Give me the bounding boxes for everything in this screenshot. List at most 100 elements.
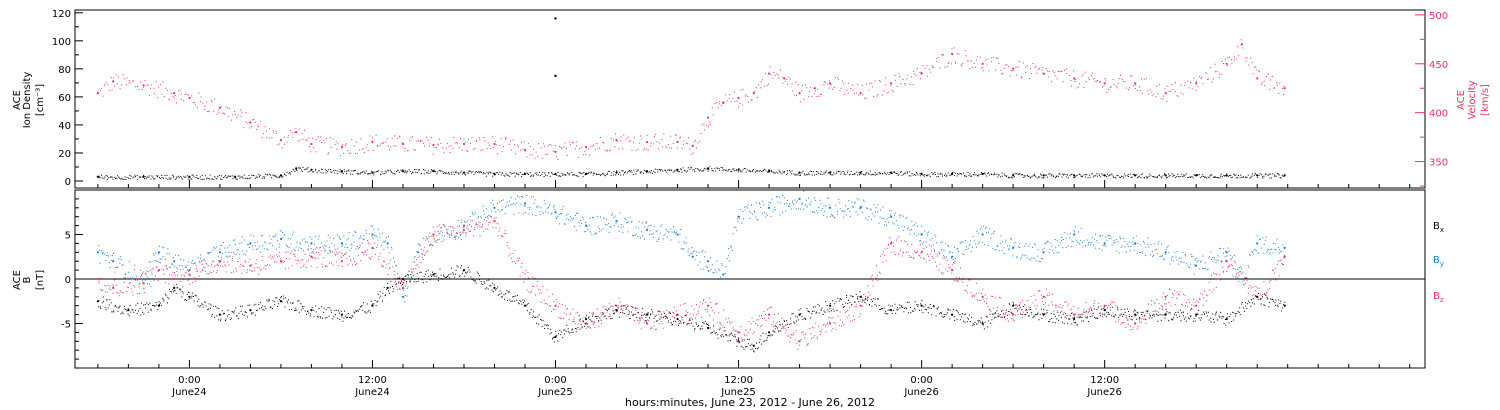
velocity-sample — [879, 80, 881, 82]
bz-sample — [179, 269, 181, 271]
velocity-sample — [788, 76, 790, 78]
density-point — [859, 171, 862, 174]
density-sample — [590, 171, 592, 173]
by-sample — [1245, 277, 1247, 279]
density-sample — [1243, 176, 1245, 178]
by-sample — [435, 235, 437, 237]
by-sample — [629, 217, 631, 219]
bz-sample — [342, 255, 344, 257]
bz-sample — [574, 323, 576, 325]
by-sample — [1265, 236, 1267, 238]
bz-sample — [1176, 291, 1178, 293]
bz-sample — [1035, 308, 1037, 310]
bz-sample — [189, 267, 191, 269]
bz-sample — [851, 319, 853, 321]
density-sample — [694, 170, 696, 172]
by-sample — [154, 260, 156, 262]
by-sample — [527, 207, 529, 209]
bz-sample — [699, 301, 701, 303]
density-sample — [1019, 173, 1021, 175]
by-sample — [293, 248, 295, 250]
by-sample — [927, 234, 929, 236]
bz-point — [401, 286, 405, 289]
by-sample — [258, 246, 260, 248]
density-sample — [637, 169, 639, 171]
density-sample — [641, 171, 643, 173]
by-sample — [1281, 251, 1283, 253]
by-sample — [848, 200, 850, 202]
velocity-sample — [1032, 63, 1034, 65]
bx-sample — [205, 305, 207, 307]
density-sample — [1008, 177, 1010, 179]
by-sample — [831, 214, 833, 216]
by-sample — [1126, 243, 1128, 245]
density-sample — [250, 177, 252, 179]
density-sample — [1053, 176, 1055, 178]
bz-sample — [211, 272, 213, 274]
density-sample — [1122, 175, 1124, 177]
density-sample — [206, 177, 208, 179]
density-sample — [928, 174, 930, 176]
by-sample — [707, 271, 709, 273]
bz-sample — [871, 274, 873, 276]
by-sample — [194, 262, 196, 264]
bz-point — [1073, 313, 1076, 316]
bz-sample — [1140, 318, 1142, 320]
bz-sample — [582, 320, 584, 322]
by-sample — [491, 210, 493, 212]
bz-sample — [905, 251, 907, 253]
velocity-point — [462, 142, 466, 146]
by-sample — [1077, 241, 1079, 243]
velocity-sample — [791, 83, 793, 85]
velocity-sample — [763, 85, 765, 87]
bx-sample — [178, 288, 180, 290]
velocity-sample — [789, 78, 791, 80]
density-sample — [633, 169, 635, 171]
bz-sample — [797, 340, 799, 342]
by-sample — [999, 242, 1001, 244]
by-sample — [624, 218, 626, 220]
velocity-point — [249, 121, 252, 124]
density-sample — [1180, 173, 1182, 175]
density-sample — [1082, 175, 1084, 177]
velocity-sample — [537, 143, 539, 145]
by-sample — [1058, 252, 1060, 254]
velocity-sample — [277, 144, 279, 146]
by-sample — [578, 222, 580, 224]
density-sample — [955, 172, 957, 174]
density-sample — [611, 172, 613, 174]
by-sample — [362, 239, 364, 241]
bz-sample — [786, 335, 788, 337]
density-sample — [474, 172, 476, 174]
by-sample — [1050, 242, 1052, 244]
by-sample — [625, 219, 627, 221]
velocity-sample — [263, 133, 265, 135]
density-sample — [299, 167, 301, 169]
bz-sample — [1266, 292, 1268, 294]
by-sample — [617, 225, 619, 227]
velocity-sample — [1253, 66, 1255, 68]
bx-sample — [177, 287, 179, 289]
density-sample — [689, 168, 691, 170]
by-sample — [531, 214, 533, 216]
bz-sample — [1099, 312, 1101, 314]
bz-sample — [432, 236, 434, 238]
velocity-sample — [250, 126, 252, 128]
density-sample — [1223, 175, 1225, 177]
density-sample — [481, 172, 483, 174]
velocity-sample — [361, 148, 363, 150]
velocity-sample — [218, 112, 220, 114]
by-sample — [275, 233, 277, 235]
velocity-sample — [295, 127, 297, 129]
density-sample — [551, 172, 553, 174]
bz-sample — [189, 283, 191, 285]
bz-sample — [1156, 298, 1158, 300]
bz-sample — [445, 229, 447, 231]
velocity-sample — [747, 95, 749, 97]
bz-sample — [753, 331, 755, 333]
bz-sample — [345, 253, 347, 255]
velocity-sample — [782, 76, 784, 78]
density-sample — [963, 172, 965, 174]
velocity-sample — [174, 94, 176, 96]
bz-sample — [915, 252, 917, 254]
